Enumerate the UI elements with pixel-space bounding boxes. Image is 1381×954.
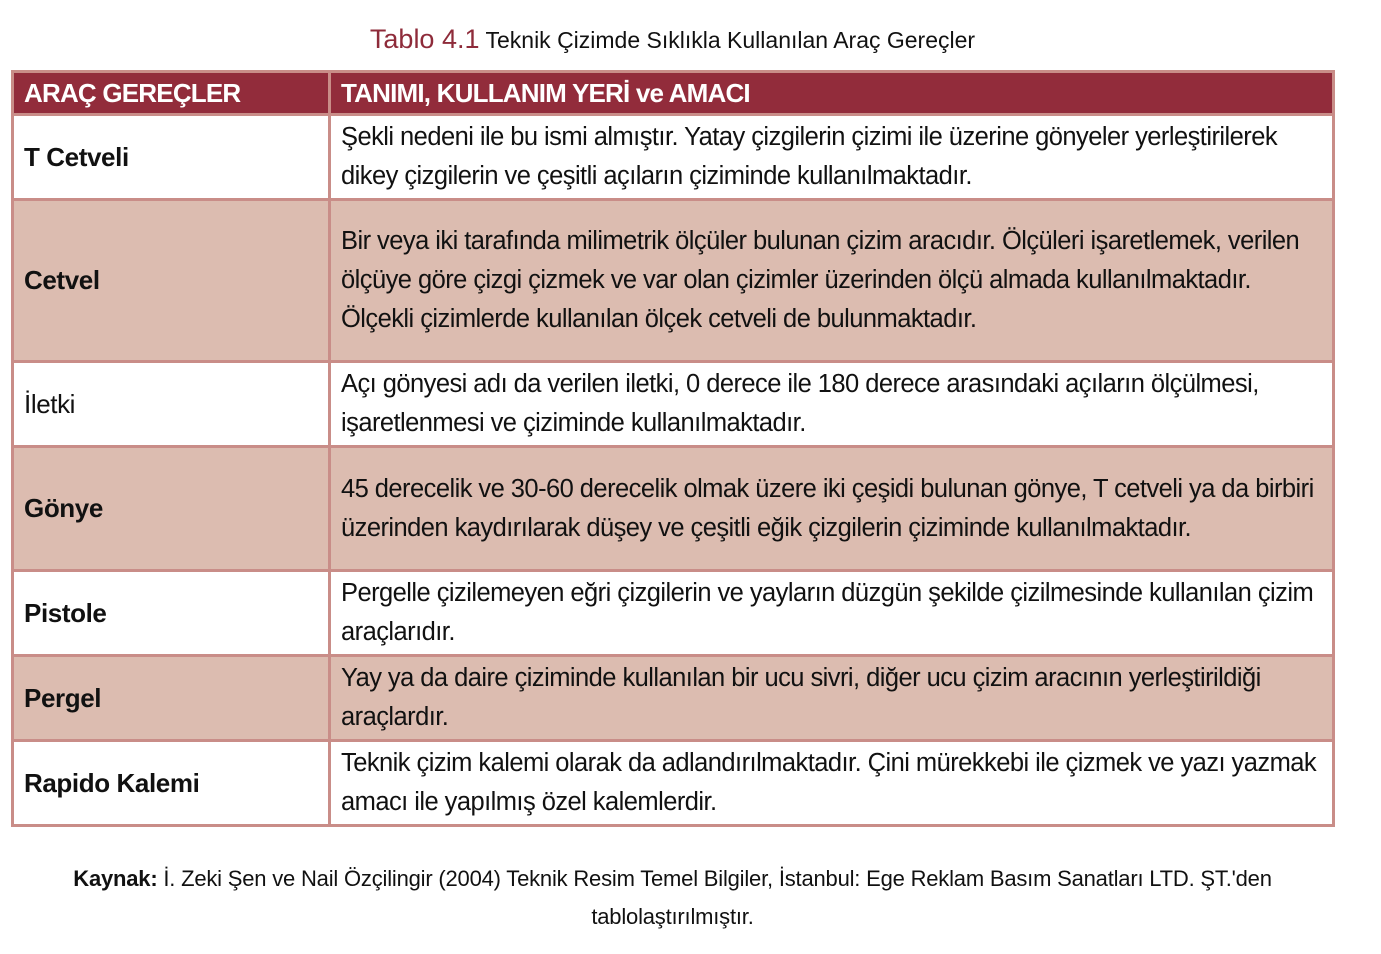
tool-name: Rapido Kalemi [11, 739, 331, 827]
source-note: Kaynak: İ. Zeki Şen ve Nail Özçilingir (… [0, 860, 1345, 936]
source-text: İ. Zeki Şen ve Nail Özçilingir (2004) Te… [163, 866, 1272, 929]
caption-number: Tablo 4.1 [369, 24, 480, 54]
tool-name: Pergel [11, 654, 331, 742]
tool-name: T Cetveli [11, 113, 331, 201]
tools-table: ARAÇ GEREÇLER TANIMI, KULLANIM YERİ ve A… [11, 70, 1335, 827]
tool-description: 45 derecelik ve 30-60 derecelik olmak üz… [328, 445, 1335, 572]
table-row: Rapido Kalemi Teknik çizim kalemi olarak… [11, 739, 1335, 827]
tool-name: İletki [11, 360, 331, 448]
tool-description: Pergelle çizilemeyen eğri çizgilerin ve … [328, 569, 1335, 657]
tool-description: Şekli nedeni ile bu ismi almıştır. Yatay… [328, 113, 1335, 201]
table-caption: Tablo 4.1 Teknik Çizimde Sıklıkla Kullan… [0, 24, 1345, 55]
tool-description: Teknik çizim kalemi olarak da adlandırıl… [328, 739, 1335, 827]
table-row: Pistole Pergelle çizilemeyen eğri çizgil… [11, 569, 1335, 657]
header-tools: ARAÇ GEREÇLER [11, 70, 331, 116]
tool-description: Açı gönyesi adı da verilen iletki, 0 der… [328, 360, 1335, 448]
tool-name: Cetvel [11, 198, 331, 363]
tool-name: Pistole [11, 569, 331, 657]
table-row: Gönye 45 derecelik ve 30-60 derecelik ol… [11, 445, 1335, 572]
tool-description: Bir veya iki tarafında milimetrik ölçüle… [328, 198, 1335, 363]
table-row: İletki Açı gönyesi adı da verilen iletki… [11, 360, 1335, 448]
tool-name: Gönye [11, 445, 331, 572]
tool-description: Yay ya da daire çiziminde kullanılan bir… [328, 654, 1335, 742]
header-description: TANIMI, KULLANIM YERİ ve AMACI [328, 70, 1335, 116]
table-row: Cetvel Bir veya iki tarafında milimetrik… [11, 198, 1335, 363]
table-header-row: ARAÇ GEREÇLER TANIMI, KULLANIM YERİ ve A… [11, 70, 1335, 116]
caption-title: Teknik Çizimde Sıklıkla Kullanılan Araç … [485, 27, 976, 53]
table-row: Pergel Yay ya da daire çiziminde kullanı… [11, 654, 1335, 742]
table-row: T Cetveli Şekli nedeni ile bu ismi almış… [11, 113, 1335, 201]
source-label: Kaynak: [73, 866, 158, 891]
